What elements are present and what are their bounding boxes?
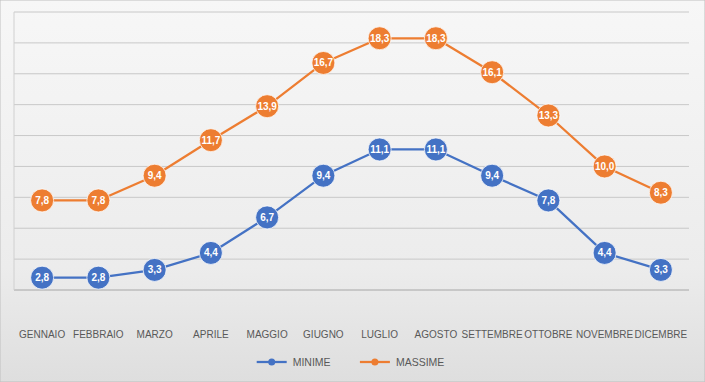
marker	[143, 258, 166, 281]
x-tick-label: MARZO	[137, 329, 173, 340]
grid-line	[14, 290, 689, 291]
marker	[537, 104, 560, 127]
series-line	[42, 149, 661, 277]
legend-label: MINIME	[293, 356, 331, 368]
data-label: 3,3	[148, 264, 162, 275]
marker	[256, 95, 279, 118]
data-label: 13,9	[257, 101, 277, 112]
data-label: 18,3	[370, 33, 390, 44]
background	[0, 0, 705, 382]
marker	[31, 266, 54, 289]
legend-label: MASSIME	[396, 356, 444, 368]
marker	[312, 164, 335, 187]
legend-marker	[371, 359, 378, 366]
data-label: 2,8	[91, 272, 105, 283]
data-label: 7,8	[91, 195, 105, 206]
x-tick-label: AGOSTO	[415, 329, 458, 340]
data-label: 11,1	[370, 144, 389, 155]
x-tick-label: APRILE	[193, 329, 229, 340]
axis-line	[14, 12, 15, 290]
data-label: 8,3	[654, 187, 668, 198]
grid-line	[14, 228, 689, 229]
marker	[256, 206, 279, 229]
x-tick-label: FEBBRAIO	[73, 329, 124, 340]
marker	[31, 189, 54, 212]
data-label: 6,7	[260, 212, 274, 223]
grid-line	[14, 166, 689, 167]
x-tick-label: DICEMBRE	[634, 329, 687, 340]
marker	[537, 189, 560, 212]
marker	[368, 138, 391, 161]
marker	[143, 164, 166, 187]
data-label: 2,8	[35, 272, 49, 283]
series-line	[42, 38, 661, 200]
x-tick-label: OTTOBRE	[524, 329, 572, 340]
plot-marks	[31, 27, 673, 289]
data-label: 18,3	[426, 33, 446, 44]
data-label: 7,8	[35, 195, 49, 206]
data-label: 7,8	[541, 195, 555, 206]
grid-line	[14, 12, 689, 13]
legend-marker	[268, 359, 275, 366]
x-tick-label: LUGLIO	[361, 329, 398, 340]
marker	[199, 129, 222, 152]
marker	[481, 61, 504, 84]
x-tick-label: SETTEMBRE	[462, 329, 523, 340]
marker	[368, 27, 391, 50]
data-label: 9,4	[316, 170, 330, 181]
grid-line	[14, 259, 689, 260]
data-label: 3,3	[654, 264, 668, 275]
grid-line	[14, 197, 689, 198]
marker	[649, 258, 672, 281]
grid-line	[14, 104, 689, 105]
chart: GENNAIO FEBBRAIO MARZO APRILE MAGGIO GIUGNO LU…	[0, 0, 705, 382]
marker	[87, 189, 110, 212]
data-label: 9,4	[485, 170, 499, 181]
legend: MINIME MASSIME	[257, 356, 445, 368]
x-tick-label: MAGGIO	[247, 329, 288, 340]
data-label: 11,7	[201, 135, 220, 146]
marker	[593, 155, 616, 178]
grid-line	[14, 42, 689, 43]
marker	[424, 138, 447, 161]
data-label: 16,1	[482, 67, 502, 78]
x-tick-label: GENNAIO	[19, 329, 65, 340]
marker	[87, 266, 110, 289]
data-label: 16,7	[314, 57, 334, 68]
grid-line	[14, 135, 689, 136]
data-label: 10,0	[595, 161, 615, 172]
marker	[649, 181, 672, 204]
marker	[481, 164, 504, 187]
marker	[312, 51, 335, 74]
data-label: 11,1	[426, 144, 445, 155]
data-label: 4,4	[204, 247, 218, 258]
marker	[593, 241, 616, 264]
data-label: 9,4	[148, 170, 162, 181]
x-tick-label: GIUGNO	[303, 329, 344, 340]
data-label: 13,3	[539, 110, 559, 121]
x-tick-label: NOVEMBRE	[576, 329, 634, 340]
marker	[199, 241, 222, 264]
data-label: 4,4	[598, 247, 612, 258]
grid-line	[14, 73, 689, 74]
marker	[424, 27, 447, 50]
